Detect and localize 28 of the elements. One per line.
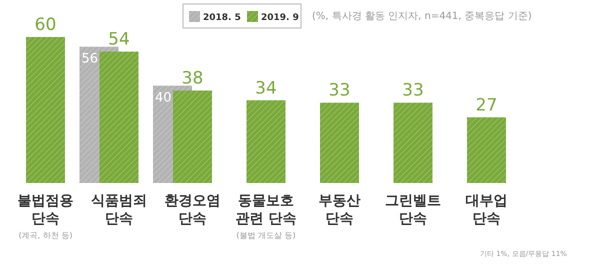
data-label: 33: [328, 80, 350, 101]
text: (불법 개도살 등): [236, 231, 296, 240]
data-label: 40: [155, 90, 172, 106]
data-label: 60: [34, 15, 56, 35]
x-tick-label: 불법점용 단속: [18, 193, 74, 227]
bar: [246, 100, 286, 183]
bar: [394, 102, 432, 183]
bar: [26, 37, 65, 183]
legend-label: 2019. 9: [261, 13, 299, 23]
bar: [320, 102, 359, 183]
bar: [100, 52, 138, 183]
data-label: 56: [82, 52, 98, 67]
data-label: 38: [182, 68, 204, 89]
legend-label: 2018. 5: [203, 13, 241, 23]
x-tick-label: 환경오염 단속: [164, 193, 220, 227]
x-tick-label: 부동산 단속: [318, 193, 360, 227]
bar: [467, 117, 506, 183]
x-tick-label: 식품범죄 단속: [91, 193, 147, 227]
text: (계곡, 하천 등): [18, 231, 72, 240]
x-tick-label: 동물보호 관련 단속: [236, 193, 296, 227]
x-tick-label: 대부업 단속: [466, 193, 508, 227]
data-label: 34: [255, 78, 277, 98]
bar: [173, 90, 212, 183]
data-label: 54: [108, 30, 130, 50]
data-label: 27: [476, 95, 498, 116]
x-tick-label: 그린벨트 단속: [385, 193, 441, 227]
text: (%, 특사경 활동 인지자, n=441, 중복응답 기준): [312, 11, 532, 22]
data-label: 33: [402, 80, 424, 101]
